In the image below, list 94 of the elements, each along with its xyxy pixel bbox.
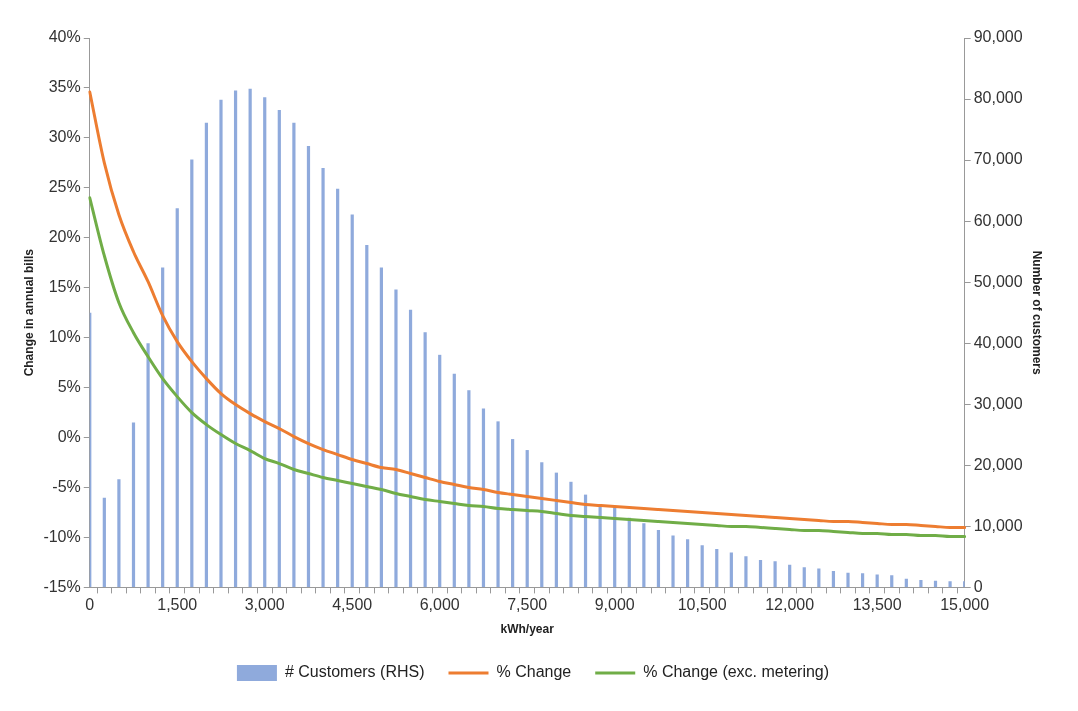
bar (452, 373, 456, 587)
bar (336, 188, 340, 587)
bar (875, 574, 879, 587)
bar (350, 214, 354, 587)
y-tick-label: 25% (48, 178, 81, 196)
bar (525, 450, 529, 587)
y-tick-label: 15% (48, 278, 81, 296)
bar (438, 354, 442, 587)
y2-axis-title: Number of customers (1030, 250, 1045, 376)
y2-tick-label: 30,000 (973, 394, 1023, 412)
bar (569, 481, 573, 587)
bar (686, 539, 690, 587)
y2-tick-label: 70,000 (973, 150, 1023, 168)
line-series (88, 196, 967, 538)
bar (773, 561, 777, 587)
bar (729, 552, 733, 587)
bar (175, 208, 179, 587)
x-tick-label: 0 (85, 596, 95, 614)
bar (146, 343, 150, 587)
bar (131, 422, 136, 587)
x-tick-label: 7,500 (507, 596, 548, 614)
bar (117, 479, 121, 587)
y-tick-label: 0% (57, 427, 81, 445)
y-tick-label: 5% (57, 378, 81, 396)
bar (423, 332, 427, 587)
bar (642, 523, 646, 587)
bar (248, 88, 252, 587)
bar (306, 146, 311, 587)
bar (817, 568, 821, 587)
x-axis-title: kWh/year (500, 622, 555, 637)
bar (190, 159, 194, 587)
y2-tick-label: 60,000 (973, 211, 1023, 229)
x-tick-label: 13,500 (852, 596, 902, 614)
y2-tick-label: 40,000 (973, 333, 1023, 351)
bar (715, 548, 719, 587)
y2-tick-label: 0 (973, 577, 983, 595)
bar (365, 244, 369, 587)
y-tick-label: -10% (43, 527, 81, 545)
bar (292, 122, 296, 587)
bar (394, 289, 398, 587)
bar (860, 573, 865, 587)
bar (496, 421, 500, 587)
x-tick-label: 10,500 (677, 596, 727, 614)
x-tick-label: 9,000 (594, 596, 635, 614)
bar (933, 580, 938, 587)
bar (802, 567, 806, 587)
bar (467, 390, 471, 587)
y-axis-title: Change in annual bills (21, 248, 36, 377)
bar (700, 545, 704, 587)
bar (511, 439, 515, 587)
legend-label: % Change (exc. metering) (643, 663, 830, 681)
bar (948, 581, 952, 587)
bar (161, 267, 165, 587)
bar (102, 497, 106, 587)
bar (219, 99, 223, 587)
x-tick-label: 15,000 (940, 596, 990, 614)
y2-tick-label: 10,000 (973, 516, 1023, 534)
bar (379, 267, 383, 587)
y2-tick-label: 50,000 (973, 272, 1023, 290)
y-tick-label: -15% (43, 577, 81, 595)
bar (481, 408, 486, 587)
bar (904, 578, 908, 587)
bar (408, 309, 413, 587)
bar (263, 97, 267, 587)
y-tick-label: 40% (48, 28, 81, 46)
x-tick-label: 4,500 (332, 596, 373, 614)
x-tick-label: 3,000 (244, 596, 285, 614)
y-tick-label: 35% (48, 78, 81, 96)
bar (758, 559, 763, 587)
legend-label: % Change (496, 663, 572, 681)
bar (846, 572, 850, 587)
bar (321, 168, 325, 587)
y2-tick-label: 80,000 (973, 89, 1023, 107)
bar (919, 580, 923, 587)
bar (671, 535, 675, 587)
legend-label: # Customers (RHS) (284, 663, 425, 681)
y2-tick-label: 20,000 (973, 455, 1023, 473)
bar (656, 530, 661, 587)
bar (233, 90, 238, 587)
y2-tick-label: 90,000 (973, 28, 1023, 46)
x-tick-label: 6,000 (419, 596, 460, 614)
bar (831, 570, 836, 587)
x-tick-label: 1,500 (157, 596, 198, 614)
y-tick-label: 30% (48, 128, 81, 146)
bar (890, 575, 894, 587)
bar (277, 110, 281, 587)
x-tick-label: 12,000 (765, 596, 815, 614)
bar (788, 564, 792, 587)
y-tick-label: 10% (48, 328, 81, 346)
y-tick-label: -5% (52, 477, 81, 495)
y-tick-label: 20% (48, 228, 81, 246)
bar (744, 556, 748, 587)
line-series (88, 90, 967, 529)
bar (204, 122, 209, 587)
